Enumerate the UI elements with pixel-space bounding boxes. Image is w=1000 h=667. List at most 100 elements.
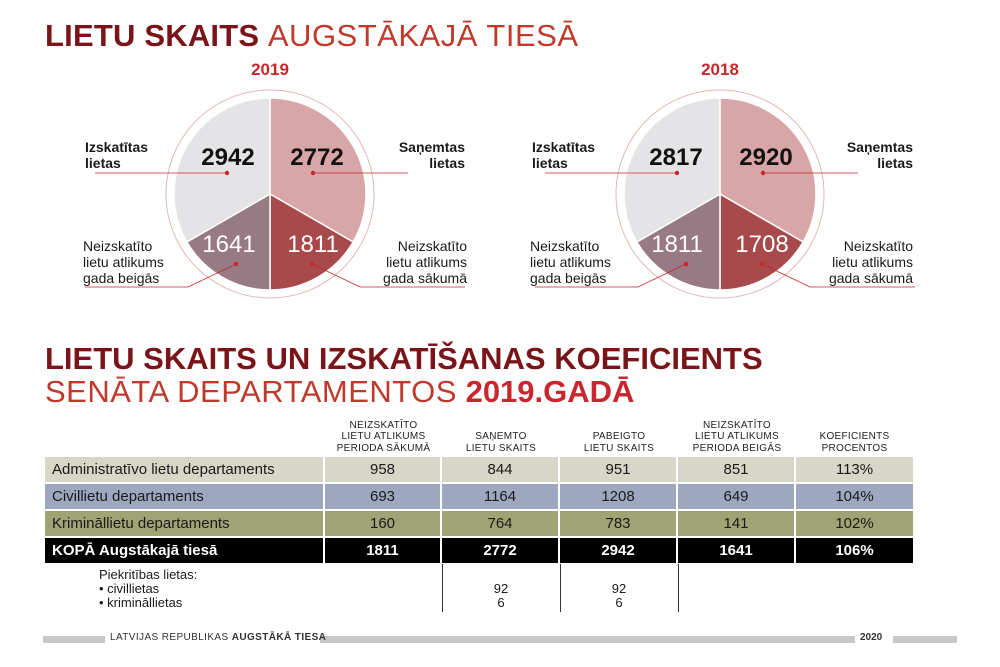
pie-pending-end-value: 1811 — [651, 231, 703, 258]
header-line: LIETU SKAITS — [583, 442, 655, 454]
leader-dot — [233, 261, 239, 267]
jurisdiction-item: • krimināllietas — [99, 595, 183, 610]
pie-label-pending-start: Neizskatīto lietu atlikums gada sākumā — [808, 238, 913, 286]
slice-pending-start — [269, 192, 355, 291]
header-line: KOEFICIENTS — [819, 431, 890, 442]
column-header: SAŅEMTO LIETU SKAITS — [442, 418, 560, 454]
header-line: PROCENTOS — [821, 442, 888, 454]
footer-org: LATVIJAS REPUBLIKAS — [110, 632, 229, 643]
label-line: Neizskatīto — [843, 238, 913, 254]
pie-charts — [85, 89, 915, 299]
cell: 160 — [325, 511, 442, 536]
footer-bar — [893, 636, 957, 643]
cell: 113% — [835, 461, 874, 478]
pie-year-2019: 2019 — [251, 60, 289, 79]
cell: 958 — [325, 457, 442, 482]
cell: 141 — [678, 511, 796, 536]
leader-line — [761, 263, 915, 288]
cell: 1641 — [678, 538, 796, 563]
pie-heard-value: 2817 — [649, 144, 703, 171]
cell: 649 — [678, 484, 796, 509]
leader-dot — [224, 170, 230, 176]
label-line: gada sākumā — [828, 270, 913, 286]
cell: 1164 — [442, 484, 560, 509]
leader-dot — [683, 261, 689, 267]
footer-bar — [43, 636, 105, 643]
table-subtitle-year: 2019.GADĀ — [465, 374, 635, 409]
footer-bar — [320, 636, 855, 643]
table-title: LIETU SKAITS UN IZSKATĪŠANAS KOEFICIENTS — [45, 341, 763, 376]
slice-received — [269, 97, 367, 244]
column-header: PABEIGTO LIETU SKAITS — [560, 418, 678, 454]
row-name: KOPĀ Augstākajā tiesā — [45, 538, 325, 563]
table-row: Civillietu departaments 693 1164 1208 64… — [45, 484, 913, 509]
pie-received-value: 2772 — [290, 144, 344, 171]
pie-received-value: 2920 — [739, 144, 793, 171]
cell: 783 — [560, 511, 678, 536]
cell: 951 — [560, 457, 678, 482]
pie-outer-ring — [615, 89, 825, 299]
divider — [560, 564, 561, 612]
pie-label-received: Saņemtas lietas — [372, 139, 465, 171]
jurisdiction-received: 92 6 — [442, 582, 560, 610]
pie-pending-start-value: 1811 — [287, 231, 339, 258]
label-line: lietu atlikums — [83, 254, 164, 270]
main-title-bold: LIETU SKAITS — [45, 18, 260, 53]
divider — [678, 564, 679, 612]
cell: 104% — [835, 488, 874, 505]
pie-pending-end-value: 1641 — [202, 231, 256, 258]
label-line: Neizskatīto — [83, 238, 153, 254]
header-line: LIETU SKAITS — [465, 442, 537, 454]
label-line: Saņemtas — [398, 139, 465, 155]
cell: 851 — [678, 457, 796, 482]
pie-chart-2018 — [535, 89, 915, 299]
pie-pending-start-value: 1708 — [735, 231, 789, 258]
leader-dot — [759, 261, 765, 267]
footer-org-bold: AUGSTĀKĀ TIESA — [231, 632, 327, 643]
cell: 6 — [497, 595, 505, 610]
pie-label-pending-start: Neizskatīto lietu atlikums gada sākumā — [362, 238, 467, 286]
cell: 1811 — [325, 538, 442, 563]
label-line: gada beigās — [530, 270, 607, 286]
label-line: gada beigās — [83, 270, 160, 286]
slice-heard — [173, 97, 271, 244]
divider — [442, 564, 443, 612]
cell: 6 — [615, 595, 623, 610]
cell: 764 — [442, 511, 560, 536]
pie-label-received: Saņemtas lietas — [820, 139, 913, 171]
pie-label-pending-end: Neizskatīto lietu atlikums gada beigās — [530, 238, 611, 286]
row-name: Administratīvo lietu departaments — [45, 457, 325, 482]
cell: 106% — [835, 542, 874, 559]
label-line: lietu atlikums — [832, 254, 913, 270]
leader-dot — [760, 170, 766, 176]
table-row-total: KOPĀ Augstākajā tiesā 1811 2772 2942 164… — [45, 538, 913, 563]
column-header: NEIZSKATĪTO LIETU ATLIKUMS PERIODA BEIGĀS — [678, 418, 796, 454]
footer-text: LATVIJAS REPUBLIKAS AUGSTĀKĀ TIESA — [110, 632, 326, 643]
leader-dot — [310, 170, 316, 176]
pie-label-pending-end: Neizskatīto lietu atlikums gada beigās — [83, 238, 164, 286]
main-title-light: AUGSTĀKAJĀ TIESĀ — [267, 18, 579, 53]
header-line: PABEIGTO — [592, 431, 646, 442]
pie-outer-ring — [165, 89, 375, 299]
header-line: NEIZSKATĪTO — [703, 419, 771, 431]
column-header: KOEFICIENTS PROCENTOS — [796, 418, 913, 454]
table-row: Krimināllietu departaments 160 764 783 1… — [45, 511, 913, 536]
header-line: SAŅEMTO — [475, 431, 527, 442]
leader-line — [535, 263, 687, 288]
label-line: Neizskatīto — [397, 238, 467, 254]
leader-dot — [309, 261, 315, 267]
row-name: Civillietu departaments — [45, 484, 325, 509]
header-line: LIETU ATLIKUMS — [694, 431, 780, 442]
label-line: Neizskatīto — [530, 238, 600, 254]
header-line: PERIODA BEIGĀS — [692, 442, 782, 454]
main-title: LIETU SKAITS AUGSTĀKAJĀ TIESĀ — [45, 18, 579, 54]
cell: 92 — [611, 581, 627, 596]
label-line: Izskatītas — [532, 139, 596, 155]
label-line: lietu atlikums — [530, 254, 611, 270]
jurisdiction-item: • civillietas — [99, 581, 160, 596]
slice-pending-start — [719, 192, 805, 291]
header-line: PERIODA SĀKUMĀ — [336, 442, 431, 454]
slice-heard — [623, 97, 721, 244]
pie-chart-2019 — [85, 89, 465, 299]
cell: 92 — [493, 581, 509, 596]
